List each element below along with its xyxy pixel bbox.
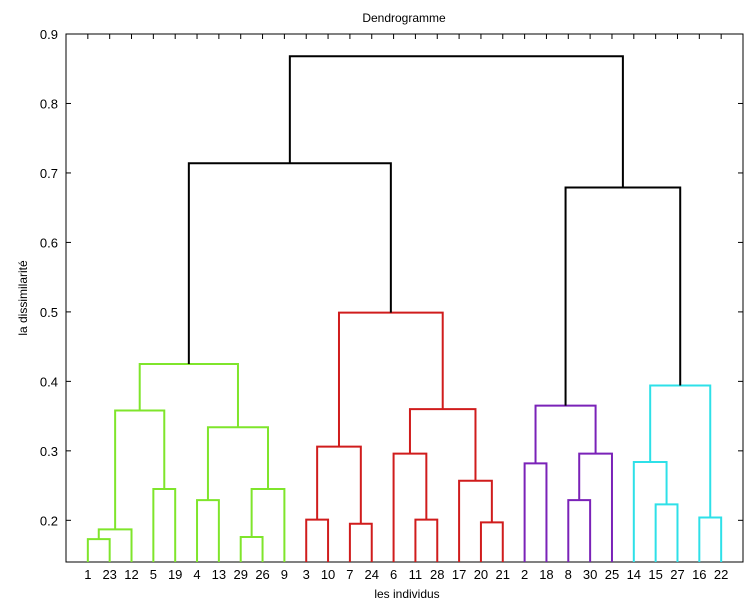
tick-labels: 0.20.30.40.50.60.70.80.91 23 12 5 19 4 13 29 26 9… bbox=[40, 27, 728, 582]
x-axis-title: les individus bbox=[374, 587, 439, 601]
x-tick-label: 20 bbox=[474, 567, 488, 582]
x-tick-label: 5 bbox=[150, 567, 157, 582]
dendrogram-link bbox=[698, 516, 723, 562]
dendrogram-link bbox=[152, 488, 177, 562]
plot-frame bbox=[65, 33, 744, 563]
y-tick-label: 0.4 bbox=[40, 374, 58, 389]
dendrogram-link bbox=[654, 503, 679, 562]
x-tick-label: 25 bbox=[605, 567, 619, 582]
x-tick-label: 22 bbox=[714, 567, 728, 582]
x-tick-label: 30 bbox=[583, 567, 597, 582]
dendrogram-link bbox=[523, 462, 548, 562]
x-tick-label: 17 bbox=[452, 567, 466, 582]
x-tick-label: 23 bbox=[102, 567, 116, 582]
dendrogram-link bbox=[632, 460, 668, 562]
x-tick-label: 28 bbox=[430, 567, 444, 582]
dendrogram-link bbox=[196, 499, 220, 562]
y-tick-label: 0.5 bbox=[40, 305, 58, 320]
dendrogram-link bbox=[408, 408, 477, 481]
dendrogram-link bbox=[316, 445, 362, 524]
x-tick-label: 2 bbox=[521, 567, 528, 582]
dendrogram-link bbox=[97, 528, 133, 562]
chart-title: Dendrogramme bbox=[362, 11, 446, 25]
dendrogram-link bbox=[392, 452, 428, 562]
x-tick-label: 7 bbox=[346, 567, 353, 582]
x-tick-label: 21 bbox=[496, 567, 510, 582]
x-tick-label: 11 bbox=[409, 567, 423, 582]
x-tick-label: 14 bbox=[627, 567, 641, 582]
dendrogram-link bbox=[348, 522, 373, 562]
x-tick-label: 6 bbox=[390, 567, 397, 582]
x-tick-label: 12 bbox=[124, 567, 138, 582]
x-tick-label: 18 bbox=[539, 567, 553, 582]
dendrogram-link bbox=[479, 521, 504, 562]
x-tick-label: 4 bbox=[193, 567, 200, 582]
dendrogram-link bbox=[305, 518, 330, 562]
x-tick-label: 3 bbox=[303, 567, 310, 582]
dendrogram-link bbox=[567, 499, 592, 562]
x-tick-label: 8 bbox=[565, 567, 572, 582]
y-tick-label: 0.9 bbox=[40, 27, 58, 42]
x-tick-label: 26 bbox=[255, 567, 269, 582]
axes bbox=[65, 33, 744, 563]
x-tick-label: 24 bbox=[365, 567, 379, 582]
x-tick-label: 27 bbox=[670, 567, 684, 582]
x-tick-label: 15 bbox=[648, 567, 662, 582]
x-tick-label: 9 bbox=[281, 567, 288, 582]
dendrogram-link bbox=[114, 409, 166, 530]
dendrogram-link bbox=[288, 55, 624, 188]
x-tick-label: 13 bbox=[212, 567, 226, 582]
x-tick-label: 29 bbox=[233, 567, 247, 582]
dendrogram-link bbox=[578, 452, 613, 562]
x-tick-label: 16 bbox=[692, 567, 706, 582]
y-tick-label: 0.2 bbox=[40, 513, 58, 528]
x-tick-label: 10 bbox=[321, 567, 335, 582]
dendrogram-link bbox=[138, 363, 239, 428]
x-tick-label: 1 bbox=[84, 567, 91, 582]
dendrogram-link bbox=[187, 162, 392, 364]
dendrogram-links bbox=[86, 55, 723, 562]
dendrogram-link bbox=[458, 479, 493, 562]
y-tick-label: 0.6 bbox=[40, 235, 58, 250]
dendrogram-link bbox=[649, 384, 712, 518]
dendrogram-link bbox=[337, 311, 444, 447]
y-tick-label: 0.7 bbox=[40, 166, 58, 181]
y-tick-label: 0.8 bbox=[40, 96, 58, 111]
dendrogram-link bbox=[564, 186, 682, 406]
dendrogram-link bbox=[239, 535, 264, 562]
y-axis-title: la dissimilarité bbox=[16, 260, 30, 336]
dendrogram-link bbox=[250, 488, 286, 562]
dendrogram-link bbox=[86, 538, 111, 562]
dendrogram-link bbox=[414, 518, 439, 562]
y-tick-label: 0.3 bbox=[40, 444, 58, 459]
dendrogram-link bbox=[534, 404, 597, 464]
x-tick-label: 19 bbox=[168, 567, 182, 582]
